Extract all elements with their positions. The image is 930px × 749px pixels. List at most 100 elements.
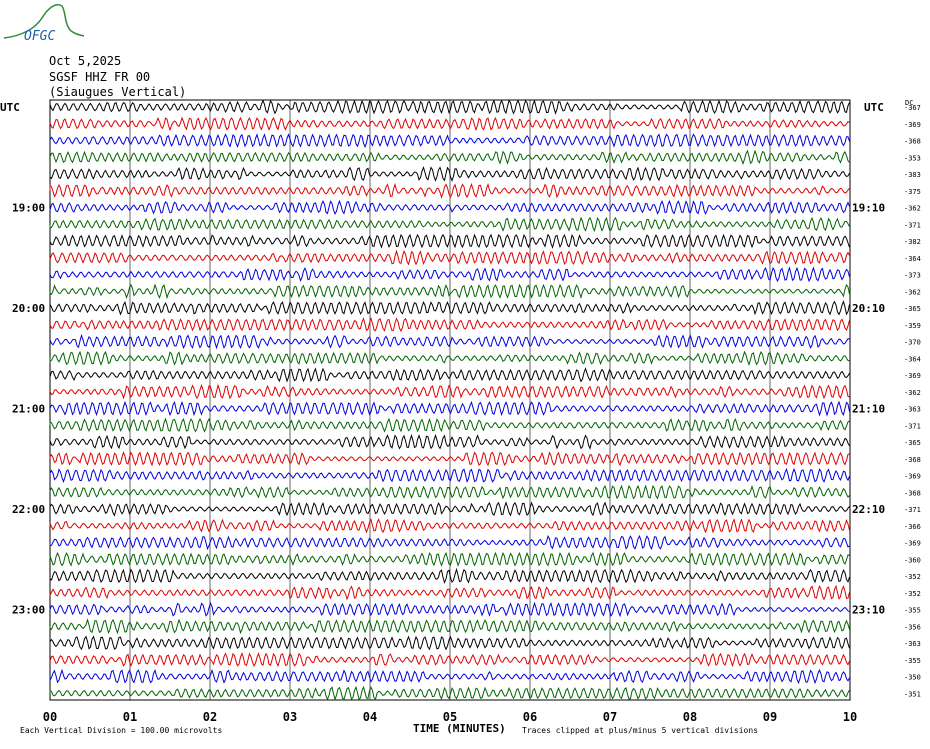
- right-time-labels: 19:10 20:10 21:10 22:10 23:10: [852, 202, 885, 617]
- dc-offset-label: -353: [904, 154, 921, 162]
- left-hour-label: 20:00: [12, 302, 45, 315]
- seismic-trace: [49, 417, 850, 433]
- right-hour-label: 21:10: [852, 403, 885, 416]
- dc-offset-label: -369: [904, 540, 921, 548]
- seismic-trace: [49, 668, 850, 685]
- x-tick-label: 00: [43, 710, 57, 724]
- dc-offset-label: -368: [904, 456, 921, 464]
- dc-offset-label: -365: [904, 305, 921, 313]
- dc-offset-label: -371: [904, 422, 921, 430]
- footer-scale-note: Each Vertical Division = 100.00 microvol…: [20, 726, 222, 735]
- x-tick-label: 02: [203, 710, 217, 724]
- seismic-trace: [49, 518, 850, 534]
- x-tick-label: 10: [843, 710, 857, 724]
- seismic-trace: [49, 451, 850, 467]
- seismic-trace: [49, 300, 850, 316]
- seismic-trace: [49, 618, 850, 635]
- seismic-trace: [49, 249, 850, 266]
- seismic-trace: [49, 467, 850, 483]
- seismic-trace: [49, 584, 850, 601]
- x-tick-label: 06: [523, 710, 537, 724]
- dc-offset-label: -360: [904, 556, 921, 564]
- dc-offset-label: -367: [904, 104, 921, 112]
- seismic-trace: [49, 182, 850, 199]
- seismic-trace: [49, 400, 850, 417]
- footer-clip-note: Traces clipped at plus/minus 5 vertical …: [522, 726, 758, 735]
- dc-offset-label: -382: [904, 238, 921, 246]
- dc-offset-label: -351: [904, 690, 921, 698]
- dc-offset-label: -350: [904, 674, 921, 682]
- seismic-trace: [49, 165, 850, 182]
- seismic-trace: [49, 685, 850, 702]
- seismic-trace: [49, 635, 850, 651]
- dc-offset-label: -362: [904, 389, 921, 397]
- seismic-trace: [49, 133, 850, 149]
- dc-offset-label: -375: [904, 188, 921, 196]
- dc-offset-label: -369: [904, 372, 921, 380]
- left-hour-label: 22:00: [12, 503, 45, 516]
- right-hour-label: 23:10: [852, 604, 885, 617]
- left-utc-label: UTC: [0, 101, 20, 114]
- seismic-trace: [49, 316, 850, 333]
- seismic-trace: [49, 383, 850, 400]
- dc-offset-label: -364: [904, 255, 921, 263]
- dc-offset-label: -371: [904, 506, 921, 514]
- seismic-trace: [49, 551, 850, 567]
- seismic-trace: [49, 534, 850, 551]
- x-axis-title: TIME (MINUTES): [413, 722, 506, 735]
- dc-offset-label: -352: [904, 573, 921, 581]
- seismic-trace: [49, 484, 850, 500]
- left-hour-label: 23:00: [12, 604, 45, 617]
- x-tick-label: 07: [603, 710, 617, 724]
- seismic-trace: [49, 601, 850, 618]
- trace-group: [49, 99, 850, 702]
- x-tick-label: 05: [443, 710, 457, 724]
- seismic-trace: [49, 149, 850, 166]
- dc-offset-label: -371: [904, 221, 921, 229]
- dc-offset-label: -359: [904, 322, 921, 330]
- left-time-labels: 19:00 20:00 21:00 22:00 23:00: [12, 202, 45, 617]
- seismic-trace: [49, 350, 850, 367]
- dc-offset-label: -373: [904, 272, 921, 280]
- right-hour-label: 22:10: [852, 503, 885, 516]
- x-tick-label: 01: [123, 710, 137, 724]
- dc-offset-label: -383: [904, 171, 921, 179]
- dc-label: DC: [905, 99, 913, 107]
- seismic-trace: [49, 501, 850, 517]
- logo-text: OFGC: [24, 29, 55, 44]
- right-hour-label: 20:10: [852, 302, 885, 315]
- dc-offset-label: -365: [904, 439, 921, 447]
- logo-mountain-icon: [3, 4, 85, 39]
- x-tick-label: 08: [683, 710, 697, 724]
- right-utc-label: UTC: [864, 101, 884, 114]
- left-hour-label: 21:00: [12, 403, 45, 416]
- dc-offset-labels: -367 -369 -368 -353 -383 -375 -362 -371 -382 -364…: [904, 104, 921, 698]
- dc-offset-label: -356: [904, 623, 921, 631]
- dc-offset-label: -369: [904, 121, 921, 129]
- dc-offset-label: -362: [904, 288, 921, 296]
- right-hour-label: 19:10: [852, 202, 885, 215]
- dc-offset-label: -363: [904, 640, 921, 648]
- vertical-gridlines: [129, 100, 771, 700]
- seismic-trace: [49, 266, 850, 283]
- dc-offset-label: -366: [904, 523, 921, 531]
- dc-offset-label: -368: [904, 138, 921, 146]
- dc-offset-label: -369: [904, 473, 921, 481]
- seismic-trace: [49, 652, 850, 668]
- left-hour-label: 19:00: [12, 202, 45, 215]
- station-label: SGSF HHZ FR 00: [49, 70, 150, 84]
- x-tick-label: 03: [283, 710, 297, 724]
- seismic-trace: [49, 283, 850, 300]
- dc-offset-label: -355: [904, 657, 921, 665]
- seismic-trace: [49, 199, 850, 215]
- seismic-trace: [49, 99, 850, 115]
- seismic-trace: [49, 233, 850, 249]
- dc-offset-label: -370: [904, 339, 921, 347]
- dc-offset-label: -352: [904, 590, 921, 598]
- seismic-trace: [49, 216, 850, 232]
- dc-offset-label: -363: [904, 406, 921, 414]
- seismic-trace: [49, 367, 850, 383]
- seismic-trace: [49, 433, 850, 450]
